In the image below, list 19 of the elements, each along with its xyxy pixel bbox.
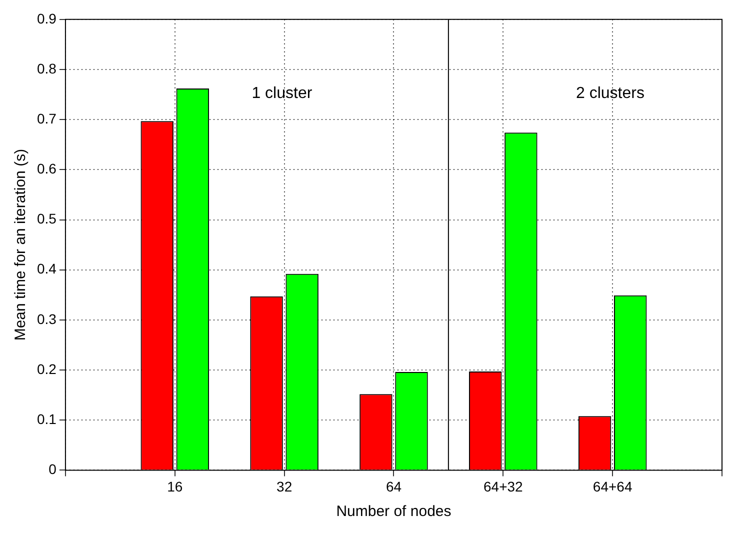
y-axis-title: Mean time for an iteration (s) — [12, 148, 30, 341]
annotation: 2 clusters — [576, 85, 644, 102]
y-tick-label: 0.1 — [36, 410, 57, 427]
y-tick-label: 0.6 — [36, 160, 57, 177]
y-tick-label: 0.2 — [36, 360, 57, 377]
y-tick-label: 0 — [48, 461, 57, 478]
y-tick-label: 0.3 — [36, 310, 57, 327]
y-tick-label: 0.7 — [36, 110, 57, 126]
y-tick-label: 0.5 — [36, 210, 57, 227]
y-tick-label: 0.8 — [36, 60, 57, 76]
y-tick-label: 0.4 — [36, 260, 57, 277]
y-tick-label: 0.9 — [36, 10, 57, 26]
x-tick-label: 32 — [276, 478, 292, 494]
x-tick-label: 64+32 — [483, 478, 524, 494]
x-tick-label: 64+64 — [592, 478, 632, 494]
x-tick-label: 64 — [386, 478, 402, 494]
annotation: 1 cluster — [252, 85, 313, 102]
x-tick-label: 16 — [167, 478, 183, 494]
x-axis-title: Number of nodes — [336, 503, 452, 520]
